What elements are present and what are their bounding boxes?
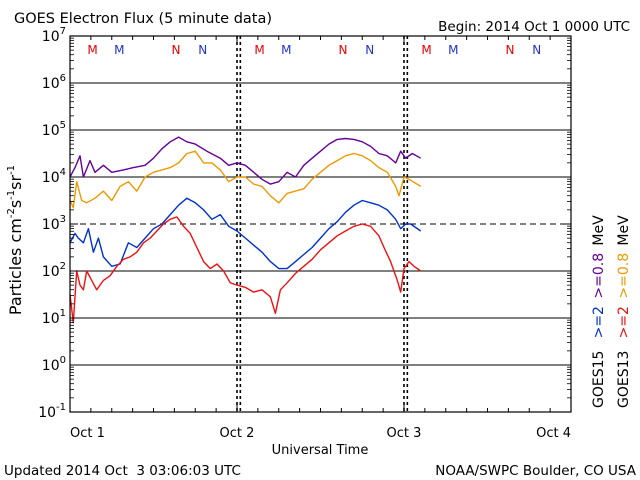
x-tick-label: Oct 2 — [220, 426, 255, 441]
y-tick-label: 100 — [42, 355, 66, 374]
legend-label: GOES15 — [591, 351, 607, 408]
y-tick-label: 10-1 — [38, 402, 66, 421]
series-line — [69, 150, 422, 209]
local-time-marker: M — [281, 43, 291, 57]
x-tick-label: Oct 3 — [387, 426, 422, 441]
y-axis-ticks: 107 106 105 104 103 102 101 100 10-1 — [38, 26, 571, 421]
updated-timestamp: Updated 2014 Oct 3 03:06:03 UTC — [4, 463, 241, 479]
local-time-marker: M — [421, 43, 431, 57]
local-time-marker: N — [365, 43, 374, 57]
local-time-marker: N — [506, 43, 515, 57]
y-axis-label-main: Particles cm — [6, 218, 25, 315]
local-time-marker: N — [198, 43, 207, 57]
y-tick-label: 101 — [42, 308, 66, 327]
y-tick-label: 105 — [42, 120, 66, 139]
local-time-marker: M — [254, 43, 264, 57]
legend-label: GOES13 — [616, 351, 632, 408]
legend-label: >=2 — [591, 306, 607, 338]
legend-label: MeV — [591, 215, 607, 246]
x-tick-label: Oct 4 — [536, 426, 571, 441]
x-axis-ticks: Oct 1 Oct 2 Oct 3 Oct 4 — [69, 36, 572, 441]
legend-label: >=2 — [616, 306, 632, 338]
credit-label: NOAA/SWPC Boulder, CO USA — [435, 463, 637, 479]
y-tick-label: 103 — [42, 214, 66, 233]
y-axis-label-exp3: -1 — [6, 165, 17, 175]
y-tick-label: 102 — [42, 261, 66, 280]
local-time-marker: N — [172, 43, 181, 57]
y-tick-label: 104 — [42, 167, 66, 186]
y-axis-label: Particles cm-2s-1sr-1 — [6, 165, 25, 315]
local-time-marker: M — [87, 43, 97, 57]
y-tick-label: 107 — [42, 26, 66, 45]
series-line — [69, 197, 422, 270]
y-axis-label-mid2: sr — [6, 175, 25, 190]
legend-label: >=0.8 — [591, 253, 607, 299]
y-axis-label-exp1: -2 — [6, 208, 17, 218]
chart-title: GOES Electron Flux (5 minute data) — [14, 11, 272, 27]
series-line — [69, 136, 422, 185]
local-time-marker: M — [114, 43, 124, 57]
legend: GOES15 >=2 >=0.8 MeV GOES13 >=2 >=0.8 MeV — [591, 215, 632, 408]
legend-label: MeV — [616, 215, 632, 246]
y-tick-label: 106 — [42, 73, 66, 92]
begin-time-label: Begin: 2014 Oct 1 0000 UTC — [438, 19, 630, 35]
local-time-marker: N — [339, 43, 348, 57]
grid-lines — [70, 82, 571, 366]
y-axis-label-exp2: -1 — [6, 190, 17, 200]
series-line — [69, 216, 422, 324]
local-time-marker: N — [532, 43, 541, 57]
x-axis-label: Universal Time — [272, 443, 369, 458]
y-axis-label-mid1: s — [6, 200, 25, 208]
legend-label: >=0.8 — [616, 253, 632, 299]
data-series — [69, 136, 422, 324]
x-tick-label: Oct 1 — [70, 426, 105, 441]
local-time-marker: M — [448, 43, 458, 57]
